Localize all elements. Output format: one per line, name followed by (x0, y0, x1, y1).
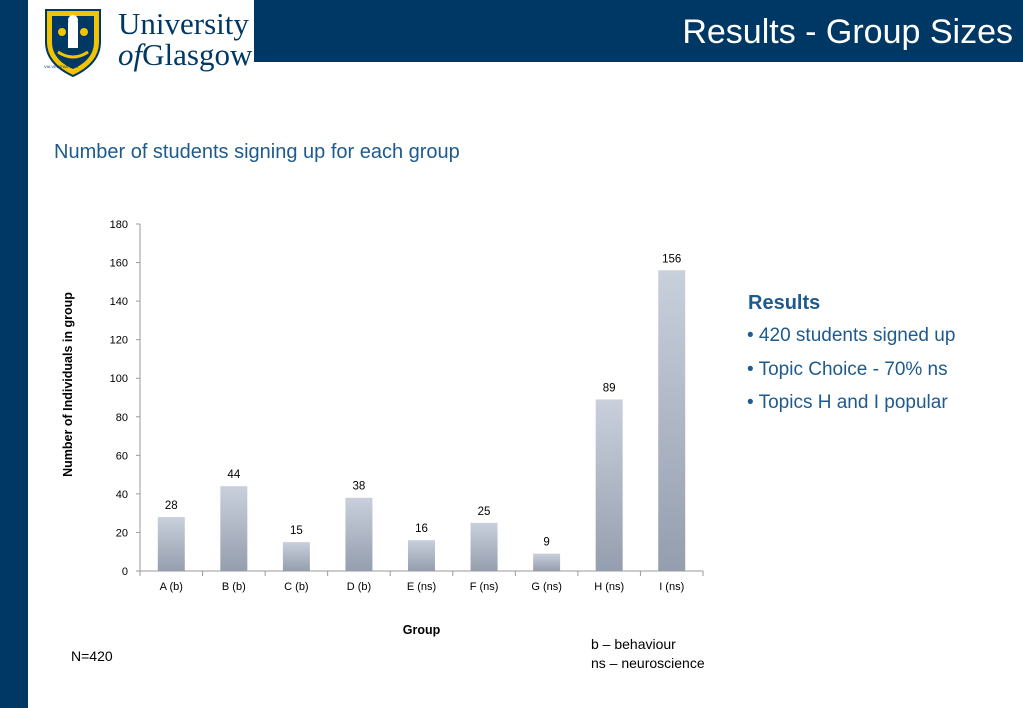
legend-neuroscience: ns – neuroscience (591, 655, 705, 671)
university-logo: University ofGlasgow VIA VERITAS VITA (28, 0, 254, 80)
bar-data-label: 44 (227, 469, 240, 481)
bar-data-label: 9 (543, 537, 549, 549)
bar-data-label: 16 (415, 523, 428, 535)
y-tick-label: 120 (110, 335, 128, 347)
bar-data-label: 156 (662, 253, 681, 265)
bar (470, 522, 498, 571)
logo-university-text: University (118, 6, 249, 41)
y-tick-label: 180 (110, 219, 128, 231)
y-tick-label: 20 (116, 527, 128, 539)
bar (533, 553, 561, 571)
bar-data-label: 28 (165, 500, 178, 512)
slide-title: Results - Group Sizes (682, 13, 1013, 51)
sample-size-note: N=420 (71, 648, 113, 664)
results-bullet: • 420 students signed up (747, 325, 956, 346)
results-list: • 420 students signed up • Topic Choice … (747, 322, 955, 423)
x-tick-label: B (b) (222, 581, 246, 593)
chart-subtitle: Number of students signing up for each g… (54, 141, 460, 163)
x-tick-label: G (ns) (531, 581, 562, 593)
crest-icon (45, 9, 101, 78)
bar (282, 542, 310, 571)
x-tick-label: I (ns) (659, 581, 684, 593)
bar-data-label: 25 (478, 506, 491, 518)
results-heading: Results (748, 292, 821, 314)
x-tick-label: C (b) (284, 581, 308, 593)
bar-data-label: 15 (290, 525, 303, 537)
bar (345, 497, 373, 571)
x-axis-title: Group (403, 623, 441, 637)
x-tick-label: E (ns) (407, 581, 436, 593)
bar (658, 270, 686, 571)
bar (220, 486, 248, 571)
y-tick-label: 100 (110, 373, 128, 385)
left-brand-band (0, 0, 28, 708)
bar (595, 399, 623, 571)
y-axis-title: Number of Individuals in group (61, 292, 75, 477)
results-bullet: • Topics H and I popular (747, 392, 948, 413)
y-tick-label: 60 (116, 450, 128, 462)
x-tick-label: A (b) (160, 581, 183, 593)
bar (408, 540, 435, 571)
logo-wordmark: University ofGlasgow (118, 8, 252, 70)
bar (157, 517, 185, 571)
logo-of-text: of (118, 37, 143, 72)
y-tick-label: 0 (122, 566, 128, 578)
x-tick-label: H (ns) (594, 581, 624, 593)
y-tick-label: 160 (110, 258, 128, 270)
legend-behaviour: b – behaviour (591, 636, 676, 652)
y-tick-label: 40 (116, 489, 128, 501)
logo-glasgow-word: Glasgow (142, 37, 253, 72)
abbreviation-legend: b – behaviour ns – neuroscience (591, 635, 705, 673)
bar-data-label: 38 (353, 481, 366, 493)
logo-motto: VIA VERITAS VITA (44, 64, 78, 69)
x-tick-label: F (ns) (470, 581, 499, 593)
results-bullet: • Topic Choice - 70% ns (747, 358, 948, 380)
y-tick-label: 80 (116, 412, 128, 424)
y-tick-label: 140 (110, 296, 128, 308)
x-tick-label: D (b) (347, 581, 371, 593)
bar-data-label: 89 (603, 382, 616, 394)
logo-glasgow-text: ofGlasgow (118, 39, 252, 70)
